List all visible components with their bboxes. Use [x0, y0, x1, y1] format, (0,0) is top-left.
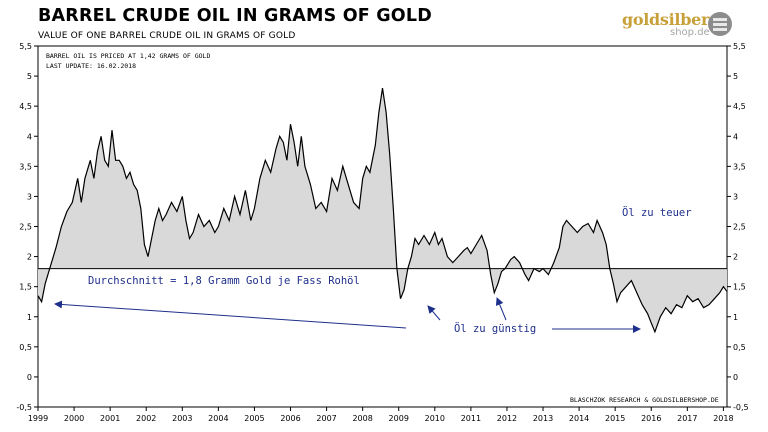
- x-tick-label: 2007: [316, 414, 336, 423]
- x-tick-label: 2010: [425, 414, 445, 423]
- chart-subtitle: VALUE OF ONE BARREL CRUDE OIL IN GRAMS O…: [38, 31, 296, 41]
- logo-domain-text: shop.de: [670, 27, 710, 38]
- x-tick-label: 2017: [677, 414, 697, 423]
- x-tick-label: 2011: [461, 414, 481, 423]
- y-tick-label: 3: [733, 192, 738, 201]
- y-tick-label: 2,5: [733, 223, 746, 232]
- x-tick-label: 2009: [389, 414, 409, 423]
- y-tick-label: 0,5: [733, 343, 746, 352]
- x-tick-label: 2016: [641, 414, 661, 423]
- y-tick-label: 4,5: [19, 102, 32, 111]
- series-line-oil-in-gold: [37, 88, 728, 334]
- annotation-too-cheap: Öl zu günstig: [454, 322, 536, 335]
- arrow-to-2009-low: [427, 305, 441, 321]
- x-tick-label: 2005: [244, 414, 264, 423]
- y-tick-label: 5,5: [733, 42, 746, 51]
- chart-title: BARREL CRUDE OIL IN GRAMS OF GOLD: [38, 6, 432, 26]
- x-tick-label: 2012: [497, 414, 517, 423]
- x-tick-label: 2013: [533, 414, 553, 423]
- y-tick-label: 1,5: [733, 283, 746, 292]
- y-tick-label: -0,5: [733, 403, 749, 412]
- annotation-priced-at: BARREL OIL IS PRICED AT 1,42 GRAMS OF GO…: [46, 52, 210, 60]
- y-tick-label: 3,5: [733, 162, 746, 171]
- y-tick-label: 3,5: [19, 162, 32, 171]
- y-tick-label: 1: [27, 313, 32, 322]
- area-fill-above-below-average: [38, 88, 727, 332]
- y-tick-label: 4: [733, 132, 738, 141]
- x-tick-label: 2000: [64, 414, 84, 423]
- x-axis: 1999 2000 2001 2002 2003 2004 2005 2006 2007 2008…: [28, 407, 734, 423]
- annotation-source: BLASCHZOK RESEARCH & GOLDSILBERSHOP.DE: [570, 396, 719, 404]
- annotation-last-update: LAST UPDATE: 16.02.2018: [46, 62, 136, 70]
- y-tick-label: 4,5: [733, 102, 746, 111]
- x-tick-label: 2001: [100, 414, 120, 423]
- y-tick-label: 0,5: [19, 343, 32, 352]
- annotation-average: Durchschnitt = 1,8 Gramm Gold je Fass Ro…: [88, 275, 360, 287]
- x-tick-label: 2004: [208, 414, 228, 423]
- y-tick-label: 1,5: [19, 283, 32, 292]
- y-tick-label: -0,5: [16, 403, 32, 412]
- x-tick-label: 2008: [352, 414, 372, 423]
- y-tick-label: 2: [733, 253, 738, 262]
- y-tick-label: 5: [27, 72, 32, 81]
- x-tick-label: 2003: [172, 414, 192, 423]
- x-tick-label: 2014: [569, 414, 589, 423]
- y-axis-right: -0,5 0 0,5 1 1,5 2 2,5 3 3,5 4 4,5 5 5,5: [727, 42, 749, 412]
- x-tick-label: 2002: [136, 414, 156, 423]
- y-tick-label: 2: [27, 253, 32, 262]
- y-tick-label: 5,5: [19, 42, 32, 51]
- y-tick-label: 5: [733, 72, 738, 81]
- goldsilbershop-logo: goldsilber shop.de: [622, 10, 732, 42]
- coin-stack-icon: [708, 12, 732, 36]
- arrow-to-1999-low: [54, 300, 407, 329]
- y-tick-label: 0: [27, 373, 32, 382]
- x-tick-label: 2018: [713, 414, 733, 423]
- x-tick-label: 2006: [280, 414, 300, 423]
- logo-brand-text: goldsilber: [622, 10, 710, 29]
- x-tick-label: 2015: [605, 414, 625, 423]
- y-tick-label: 1: [733, 313, 738, 322]
- y-tick-label: 3: [27, 192, 32, 201]
- y-tick-label: 4: [27, 132, 32, 141]
- x-tick-label: 1999: [28, 414, 48, 423]
- y-axis-left: -0,5 0 0,5 1 1,5 2 2,5 3 3,5 4 4,5 5 5,5: [16, 42, 38, 412]
- y-tick-label: 2,5: [19, 223, 32, 232]
- annotation-too-expensive: Öl zu teuer: [622, 206, 692, 219]
- y-tick-label: 0: [733, 373, 738, 382]
- arrow-to-2011-low: [495, 297, 507, 321]
